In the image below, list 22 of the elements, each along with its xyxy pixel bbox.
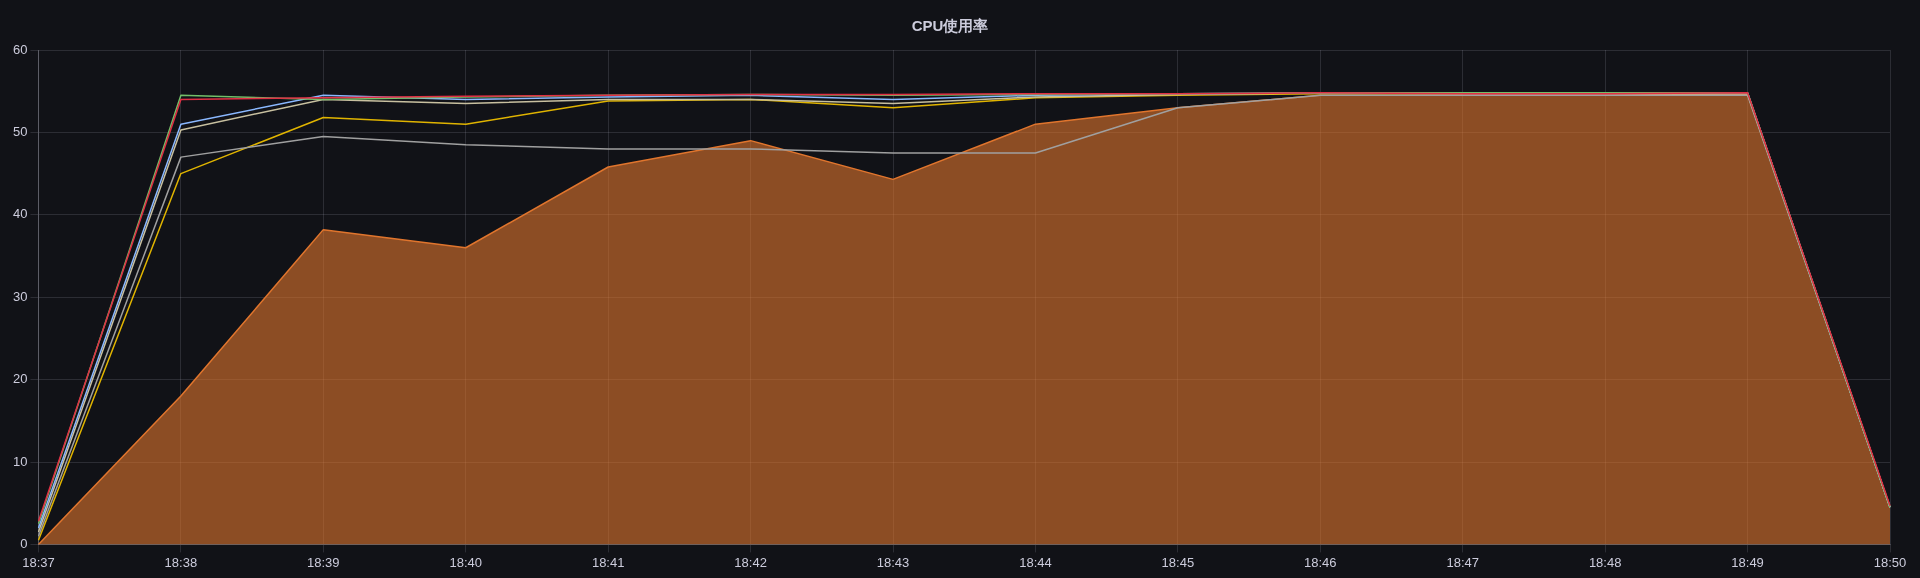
y-tick-label: 60 — [12, 41, 28, 57]
y-tick-label: 10 — [12, 453, 28, 469]
y-tick-label: 50 — [12, 123, 28, 139]
x-tick-label: 18:48 — [1588, 554, 1622, 570]
x-tick-label: 18:40 — [449, 554, 483, 570]
x-tick-label: 18:46 — [1304, 554, 1337, 570]
x-tick-label: 18:45 — [1161, 554, 1195, 570]
x-tick-label: 18:43 — [876, 554, 910, 570]
x-tick-label: 18:50 — [1873, 554, 1907, 570]
x-tick-label: 18:42 — [734, 554, 767, 570]
x-tick-label: 18:47 — [1446, 554, 1479, 570]
x-tick-label: 18:39 — [307, 554, 340, 570]
y-tick-label: 20 — [12, 371, 28, 387]
y-tick-label: 0 — [20, 535, 28, 551]
x-tick-label: 18:49 — [1731, 554, 1764, 570]
chart-title: CPU使用率 — [911, 17, 989, 35]
y-tick-label: 40 — [12, 206, 28, 222]
x-tick-label: 18:38 — [164, 554, 198, 570]
y-tick-label: 30 — [12, 288, 28, 304]
x-tick-label: 18:37 — [22, 554, 55, 570]
x-tick-label: 18:41 — [591, 554, 625, 570]
x-tick-label: 18:44 — [1019, 554, 1052, 570]
